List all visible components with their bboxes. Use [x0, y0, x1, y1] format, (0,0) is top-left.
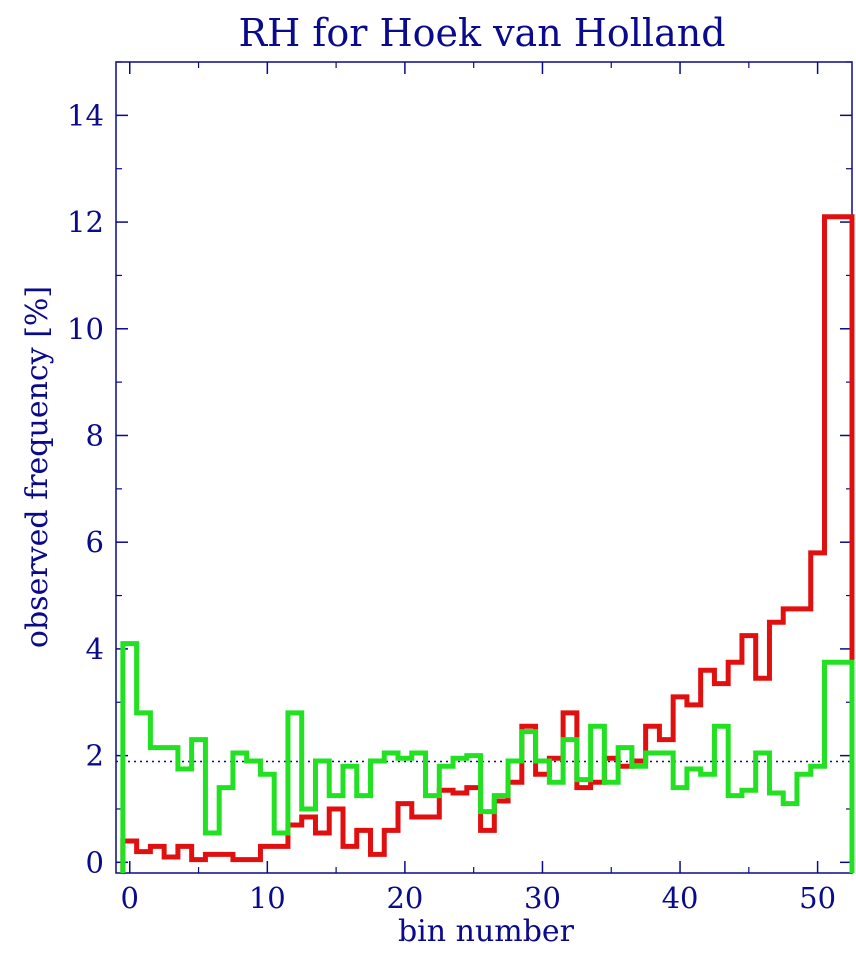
- series-1-line: [120, 214, 855, 873]
- plot-frame: [115, 61, 853, 874]
- x-axis: 0 10 20 30 40 50: [121, 62, 836, 915]
- x-tick-label: 40: [662, 881, 699, 915]
- y-tick-label: 6: [86, 525, 104, 559]
- y-tick-label: 4: [86, 632, 104, 666]
- y-tick-label: 12: [67, 205, 104, 239]
- series-layer: [120, 214, 855, 873]
- series-2-line: [120, 641, 855, 873]
- x-tick-label: 30: [524, 881, 561, 915]
- y-axis: 0 2 4 6 8 10 12 14: [67, 61, 852, 879]
- y-tick-label: 2: [86, 739, 104, 773]
- y-axis-label: observed frequency [%]: [20, 286, 55, 648]
- y-tick-label: 8: [86, 418, 104, 452]
- x-tick-label: 0: [121, 881, 139, 915]
- y-tick-label: 14: [67, 98, 104, 132]
- x-tick-label: 50: [799, 881, 836, 915]
- x-tick-label: 10: [249, 881, 286, 915]
- x-tick-label: 20: [386, 881, 423, 915]
- x-axis-label: bin number: [398, 914, 575, 949]
- chart-title: RH for Hoek van Holland: [238, 11, 725, 55]
- y-tick-label: 10: [67, 312, 104, 346]
- y-tick-label: 0: [86, 845, 104, 879]
